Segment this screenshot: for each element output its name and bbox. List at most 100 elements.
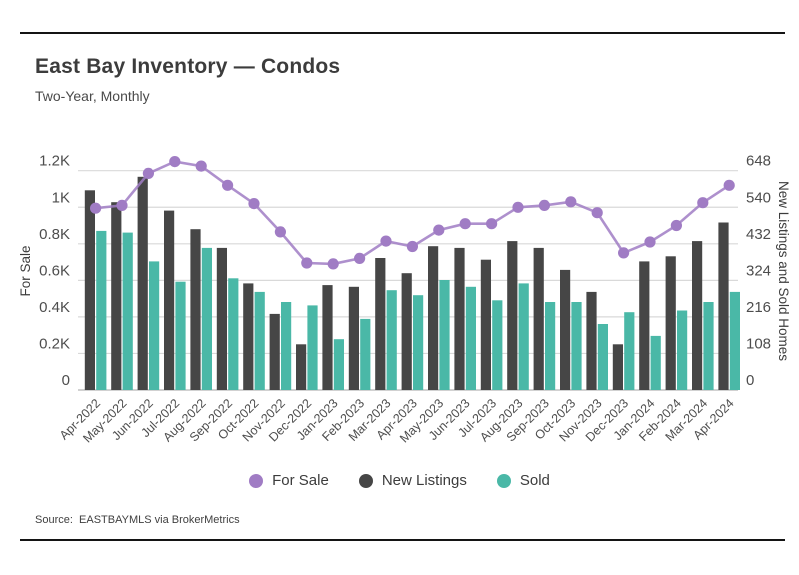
for-sale-point	[697, 197, 709, 209]
chart-title: East Bay Inventory — Condos	[35, 55, 341, 78]
bar-new-listings	[665, 256, 676, 390]
bar-new-listings	[164, 210, 175, 390]
bar-new-listings	[718, 222, 729, 390]
bar-sold	[201, 247, 212, 390]
for-sale-point	[565, 196, 577, 208]
left-axis-tick-label: 0.4K	[39, 299, 70, 316]
new-listings-swatch-icon	[358, 473, 373, 488]
legend-label-for-sale: For Sale	[272, 472, 329, 489]
for-sale-point	[591, 207, 603, 219]
bar-sold	[677, 310, 688, 390]
bar-new-listings	[612, 344, 623, 390]
bar-sold	[386, 290, 397, 390]
for-sale-point	[301, 257, 313, 269]
bar-new-listings	[296, 344, 307, 390]
for-sale-point	[644, 236, 656, 248]
for-sale-point	[538, 199, 551, 211]
bar-new-listings	[190, 229, 201, 390]
right-axis-tick-label: 108	[746, 335, 771, 352]
left-axis-tick-label: 0	[62, 372, 70, 389]
bar-sold	[307, 305, 318, 390]
bar-sold	[360, 318, 371, 390]
chart-legend: For Sale New Listings Sold	[0, 472, 799, 489]
bar-sold	[624, 312, 635, 390]
legend-label-sold: Sold	[519, 472, 550, 489]
for-sale-swatch-icon	[249, 473, 264, 488]
bar-new-listings	[216, 247, 227, 390]
bar-sold	[175, 281, 186, 390]
for-sale-point	[142, 167, 154, 179]
for-sale-point	[380, 235, 392, 247]
for-sale-point	[116, 199, 128, 211]
right-axis-tick-label: 216	[746, 299, 771, 316]
for-sale-point	[459, 218, 471, 230]
right-axis-tick-label: 540	[746, 189, 771, 206]
for-sale-point	[618, 247, 630, 259]
bar-sold	[439, 280, 450, 390]
bar-new-listings	[243, 283, 254, 390]
for-sale-point	[354, 252, 366, 264]
bar-sold	[465, 286, 476, 390]
bar-sold	[228, 278, 239, 390]
legend-item-new-listings: New Listings	[358, 472, 467, 489]
chart-subtitle: Two-Year, Monthly	[35, 88, 150, 104]
bar-new-listings	[639, 261, 650, 390]
bar-new-listings	[586, 291, 597, 390]
right-axis-title: New Listings and Sold Homes	[776, 181, 791, 361]
source-note: Source: EASTBAYMLS via BrokerMetrics	[35, 514, 240, 526]
left-axis-tick-label: 1K	[52, 189, 70, 206]
bar-new-listings	[84, 190, 95, 390]
bar-sold	[518, 283, 529, 390]
top-rule	[20, 32, 785, 34]
bar-new-listings	[507, 241, 518, 390]
bar-new-listings	[533, 247, 544, 390]
for-sale-point	[90, 202, 102, 214]
for-sale-point	[169, 156, 181, 168]
bar-sold	[492, 300, 503, 390]
bar-sold	[650, 335, 661, 390]
for-sale-point	[723, 179, 735, 191]
left-axis-title: For Sale	[18, 245, 33, 296]
bar-new-listings	[692, 241, 703, 390]
bar-new-listings	[269, 313, 280, 390]
bar-new-listings	[111, 202, 122, 390]
bar-new-listings	[322, 285, 333, 390]
bar-new-listings	[375, 258, 386, 390]
bar-sold	[729, 291, 740, 390]
bar-sold	[545, 302, 556, 390]
bar-new-listings	[480, 259, 491, 390]
right-axis-tick-label: 432	[746, 226, 771, 243]
right-axis-tick-label: 0	[746, 372, 754, 389]
bar-sold	[254, 291, 265, 390]
for-sale-point	[222, 179, 234, 191]
left-axis-tick-label: 0.8K	[39, 226, 70, 243]
for-sale-point	[406, 240, 418, 253]
bar-new-listings	[428, 246, 439, 390]
bar-new-listings	[560, 269, 571, 390]
for-sale-point	[512, 201, 524, 213]
sold-swatch-icon	[496, 473, 511, 488]
bar-sold	[413, 295, 424, 390]
for-sale-point	[274, 226, 286, 238]
bar-new-listings	[137, 176, 148, 390]
bar-sold	[703, 302, 714, 390]
for-sale-point	[486, 218, 498, 230]
legend-item-sold: Sold	[496, 472, 550, 489]
bar-sold	[333, 339, 344, 390]
bar-sold	[571, 302, 582, 390]
bar-sold	[597, 324, 608, 390]
right-axis-tick-label: 648	[746, 153, 771, 170]
left-axis-tick-label: 0.6K	[39, 262, 70, 279]
bar-sold	[96, 230, 107, 390]
left-axis-tick-label: 1.2K	[39, 153, 70, 170]
bar-sold	[149, 261, 160, 390]
for-sale-point	[433, 224, 445, 236]
bar-sold	[122, 232, 133, 390]
bar-sold	[281, 302, 292, 390]
for-sale-point	[327, 258, 339, 270]
for-sale-point	[195, 160, 207, 172]
bar-new-listings	[454, 247, 465, 390]
left-axis-tick-label: 0.2K	[39, 335, 70, 352]
